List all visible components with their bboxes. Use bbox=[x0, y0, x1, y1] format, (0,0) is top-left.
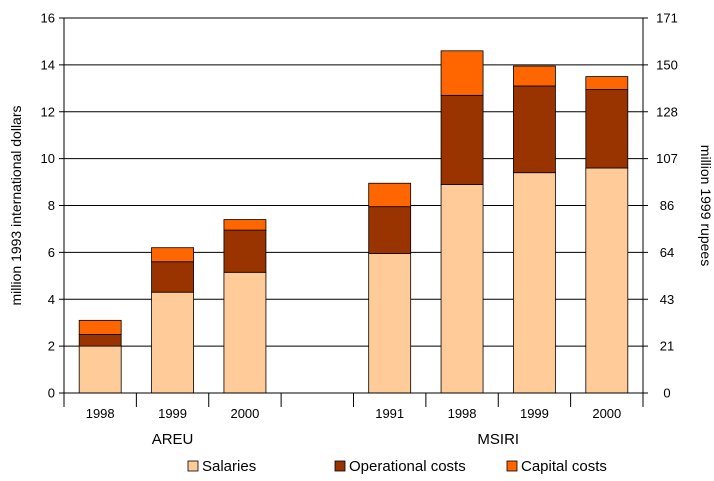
y2-tick-label: 128 bbox=[656, 104, 678, 119]
bar-segment-salaries bbox=[440, 184, 484, 394]
bar-segment-capital-costs bbox=[513, 65, 556, 87]
group-label: MSIRI bbox=[477, 431, 519, 448]
y2-axis-title: million 1999 rupees bbox=[698, 145, 714, 266]
y2-tick-label: 86 bbox=[660, 198, 674, 213]
y-tick-label: 2 bbox=[48, 339, 55, 354]
y2-tick-label: 43 bbox=[660, 292, 674, 307]
bar-segment-capital-costs bbox=[440, 50, 484, 96]
labels: 0 2 4 6 8 10 12 14 16 0 21 43 64 86 107 128 150 171 1998 19… bbox=[8, 11, 714, 449]
x-tick-label: 2000 bbox=[230, 406, 259, 421]
bar-segment-capital-costs bbox=[223, 219, 267, 231]
y-tick-label: 16 bbox=[41, 11, 55, 26]
y2-tick-label: 0 bbox=[663, 386, 670, 401]
x-tick-label: 1991 bbox=[375, 406, 404, 421]
y-axis-title: million 1993 international dollars bbox=[8, 105, 24, 305]
bar-segment-operational-costs bbox=[223, 229, 267, 273]
bar-segment-operational-costs bbox=[440, 94, 484, 185]
legend-swatch bbox=[334, 460, 346, 472]
y-tick-label: 8 bbox=[48, 198, 55, 213]
y-tick-label: 4 bbox=[48, 292, 55, 307]
bar-segment-salaries bbox=[223, 271, 267, 394]
bar-segment-salaries bbox=[368, 253, 412, 394]
y-tick-label: 10 bbox=[41, 151, 55, 166]
bar-segment-salaries bbox=[585, 167, 629, 394]
bar-segment-operational-costs bbox=[78, 334, 122, 347]
y2-tick-label: 171 bbox=[656, 11, 678, 26]
gridlines bbox=[64, 17, 643, 347]
group-label: AREU bbox=[152, 431, 194, 448]
legend-label: Salaries bbox=[202, 458, 256, 475]
bar-segment-salaries bbox=[151, 291, 194, 394]
bars bbox=[78, 50, 629, 394]
bar-segment-salaries bbox=[513, 172, 556, 394]
legend-label: Capital costs bbox=[521, 458, 607, 475]
bar-segment-operational-costs bbox=[513, 85, 556, 174]
x-tick-label: 1999 bbox=[158, 406, 187, 421]
legend: Salaries Operational costs Capital costs bbox=[187, 458, 607, 475]
bar-segment-capital-costs bbox=[368, 182, 412, 208]
bar-segment-capital-costs bbox=[78, 319, 122, 335]
x-tick-label: 2000 bbox=[592, 406, 621, 421]
bar-segment-operational-costs bbox=[368, 206, 412, 254]
x-tick-label: 1998 bbox=[86, 406, 115, 421]
y-tick-label: 14 bbox=[41, 57, 55, 72]
legend-swatch bbox=[187, 460, 199, 472]
x-tick-label: 1998 bbox=[448, 406, 477, 421]
y-tick-label: 12 bbox=[41, 104, 55, 119]
legend-swatch bbox=[506, 460, 518, 472]
x-tick-label: 1999 bbox=[520, 406, 549, 421]
bar-segment-operational-costs bbox=[585, 89, 629, 169]
y2-tick-label: 150 bbox=[656, 57, 678, 72]
bar-segment-salaries bbox=[78, 345, 122, 394]
axes bbox=[59, 17, 648, 407]
y-tick-label: 6 bbox=[48, 245, 55, 260]
y2-tick-label: 64 bbox=[660, 245, 674, 260]
bar-segment-operational-costs bbox=[151, 261, 194, 293]
bar-segment-capital-costs bbox=[151, 247, 194, 263]
legend-label: Operational costs bbox=[349, 458, 466, 475]
bar-segment-capital-costs bbox=[585, 76, 629, 90]
y2-tick-label: 107 bbox=[656, 151, 678, 166]
y2-tick-label: 21 bbox=[660, 339, 674, 354]
y-tick-label: 0 bbox=[48, 386, 55, 401]
